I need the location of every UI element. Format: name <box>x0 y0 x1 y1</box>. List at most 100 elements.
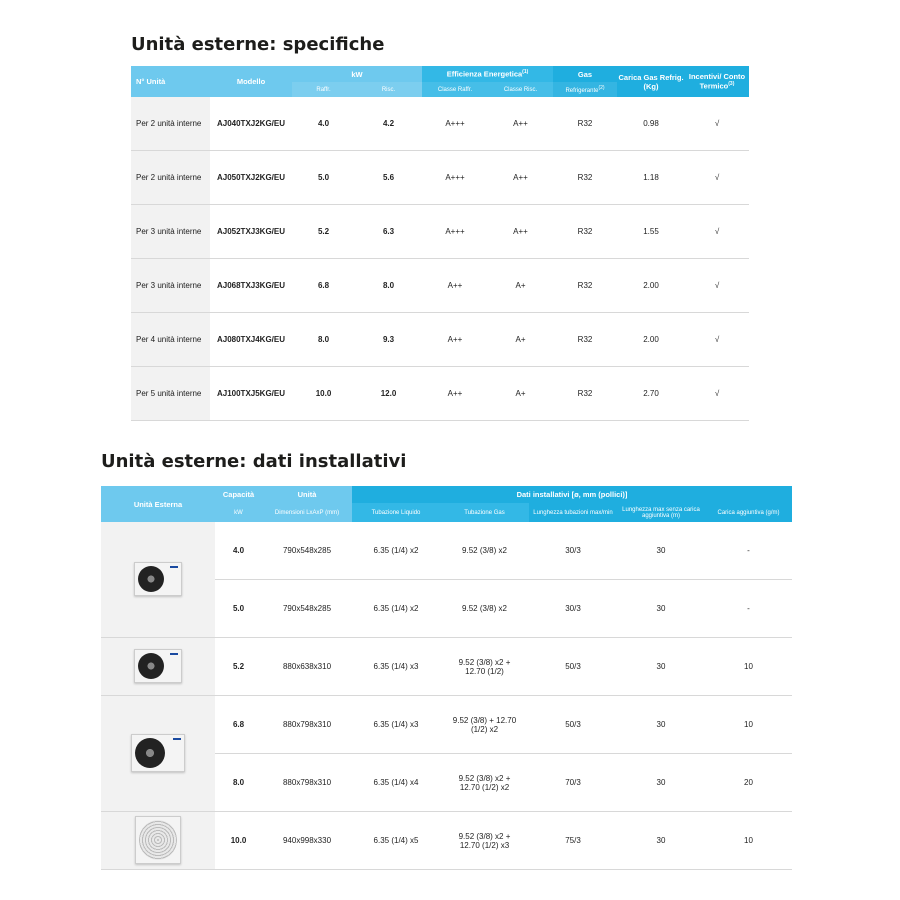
cell-gas: 9.52 (3/8) + 12.70 (1/2) x2 <box>440 695 529 754</box>
header-incentivi: Incentivi/ Conto Termico(3) <box>685 66 750 97</box>
cell-lmax: 30 <box>617 637 705 696</box>
cell-gas: R32 <box>553 97 618 151</box>
cell-classe-raffr: A++ <box>422 258 488 313</box>
header-capacita: Capacità <box>215 486 262 503</box>
table-row: Per 3 unità interne AJ052TXJ3KG/EU 5.2 6.3 A… <box>131 204 750 259</box>
header-dati-installativi: Dati installativi [ø, mm (pollici)] <box>352 486 792 503</box>
specs-table: N° Unità Modello kW Efficienza Energetic… <box>131 66 750 421</box>
cell-classe-raffr: A+++ <box>422 97 488 151</box>
header-efficienza-label: Efficienza Energetica <box>446 69 523 79</box>
footnote-marker: (1) <box>522 69 529 76</box>
cell-lmax: 30 <box>617 811 705 870</box>
cell-lung: 50/3 <box>529 695 617 754</box>
outdoor-unit-icon <box>134 561 182 596</box>
table-row: 4.0 790x548x285 6.35 (1/4) x2 9.52 (3/8) x2… <box>101 522 792 638</box>
cell-raffr: 5.0 <box>292 150 355 205</box>
header-kw: kW <box>292 66 422 82</box>
cell-modello: AJ050TXJ2KG/EU <box>210 150 292 205</box>
outdoor-unit-icon <box>135 815 181 864</box>
header-carica-gas: Carica Gas Refrig. (Kg) <box>617 66 686 97</box>
cell-risc: 6.3 <box>355 204 422 259</box>
cell-gas: R32 <box>553 204 618 259</box>
header-gas: Gas <box>553 66 618 82</box>
header-classe-raffr: Classe Raffr. <box>422 82 488 97</box>
outdoor-unit-image <box>101 637 215 696</box>
cell-risc: 9.3 <box>355 312 422 367</box>
cell-gas: 9.52 (3/8) x2 <box>440 522 529 580</box>
cell-raffr: 10.0 <box>292 366 355 421</box>
cell-classe-raffr: A+++ <box>422 150 488 205</box>
cell-risc: 8.0 <box>355 258 422 313</box>
cell-modello: AJ080TXJ4KG/EU <box>210 312 292 367</box>
header-classe-risc: Classe Risc. <box>488 82 554 97</box>
cell-kw: 10.0 <box>215 811 262 870</box>
cell-risc: 4.2 <box>355 97 422 151</box>
cell-liquido: 6.35 (1/4) x3 <box>352 637 440 696</box>
cell-dim: 880x798x310 <box>262 695 352 754</box>
header-risc: Risc. <box>355 82 422 97</box>
header-refrigerante-label: Refrigerante <box>565 88 599 94</box>
table-row: 6.8 880x798x310 6.35 (1/4) x3 9.52 (3/8) + … <box>101 695 792 812</box>
cell-unita: Per 3 unità interne <box>131 204 210 259</box>
outdoor-unit-icon <box>131 733 185 772</box>
cell-gas: R32 <box>553 258 618 313</box>
table-row: Per 2 unità interne AJ040TXJ2KG/EU 4.0 4.2 A… <box>131 97 750 151</box>
cell-raffr: 8.0 <box>292 312 355 367</box>
cell-liquido: 6.35 (1/4) x2 <box>352 579 440 638</box>
header-lunghezza: Lunghezza tubazioni max/min <box>529 503 617 522</box>
cell-dim: 880x638x310 <box>262 637 352 696</box>
cell-lung: 30/3 <box>529 579 617 638</box>
header-carica: Carica aggiuntiva (g/m) <box>705 503 792 522</box>
cell-carica: 10 <box>705 695 792 754</box>
cell-lung: 50/3 <box>529 637 617 696</box>
cell-raffr: 6.8 <box>292 258 355 313</box>
cell-lmax: 30 <box>617 695 705 754</box>
cell-carica: 2.00 <box>617 312 686 367</box>
cell-kw: 5.2 <box>215 637 262 696</box>
outdoor-unit-image <box>101 695 215 812</box>
cell-modello: AJ040TXJ2KG/EU <box>210 97 292 151</box>
cell-modello: AJ068TXJ3KG/EU <box>210 258 292 313</box>
install-table: Unità Esterna Capacità Unità Dati instal… <box>101 486 792 870</box>
header-dimensioni: Dimensioni LxAxP (mm) <box>262 503 352 522</box>
cell-lmax: 30 <box>617 579 705 638</box>
cell-classe-risc: A+ <box>488 366 554 421</box>
cell-gas: R32 <box>553 150 618 205</box>
header-liquido: Tubazione Liquido <box>352 503 440 522</box>
cell-gas: 9.52 (3/8) x2 <box>440 579 529 638</box>
cell-dim: 790x548x285 <box>262 522 352 580</box>
cell-modello: AJ100TXJ5KG/EU <box>210 366 292 421</box>
cell-carica: 20 <box>705 753 792 812</box>
cell-incentivi: √ <box>685 258 750 313</box>
cell-carica: 1.18 <box>617 150 686 205</box>
cell-dim: 790x548x285 <box>262 579 352 638</box>
cell-carica: 1.55 <box>617 204 686 259</box>
cell-kw: 8.0 <box>215 753 262 812</box>
table-row: 8.0 880x798x310 6.35 (1/4) x4 9.52 (3/8) x2… <box>101 753 792 812</box>
table-row: Per 4 unità interne AJ080TXJ4KG/EU 8.0 9.3 A… <box>131 312 750 367</box>
cell-liquido: 6.35 (1/4) x5 <box>352 811 440 870</box>
cell-lung: 30/3 <box>529 522 617 580</box>
cell-lung: 70/3 <box>529 753 617 812</box>
header-efficienza: Efficienza Energetica(1) <box>422 66 554 82</box>
header-modello: Modello <box>210 66 292 97</box>
cell-kw: 5.0 <box>215 579 262 638</box>
cell-incentivi: √ <box>685 97 750 151</box>
cell-classe-raffr: A+++ <box>422 204 488 259</box>
header-kw: kW <box>215 503 262 522</box>
header-gas: Tubazione Gas <box>440 503 529 522</box>
cell-incentivi: √ <box>685 150 750 205</box>
specs-title: Unità esterne: specifiche <box>131 34 385 55</box>
header-unita: Unità <box>262 486 352 503</box>
cell-classe-risc: A++ <box>488 150 554 205</box>
cell-kw: 6.8 <box>215 695 262 754</box>
cell-liquido: 6.35 (1/4) x3 <box>352 695 440 754</box>
footnote-marker: (2) <box>598 85 605 91</box>
cell-classe-risc: A++ <box>488 204 554 259</box>
install-title: Unità esterne: dati installativi <box>101 451 407 472</box>
cell-liquido: 6.35 (1/4) x2 <box>352 522 440 580</box>
table-row: Per 3 unità interne AJ068TXJ3KG/EU 6.8 8.0 A… <box>131 258 750 313</box>
cell-gas: 9.52 (3/8) x2 + 12.70 (1/2) x3 <box>440 811 529 870</box>
cell-incentivi: √ <box>685 312 750 367</box>
cell-lmax: 30 <box>617 522 705 580</box>
